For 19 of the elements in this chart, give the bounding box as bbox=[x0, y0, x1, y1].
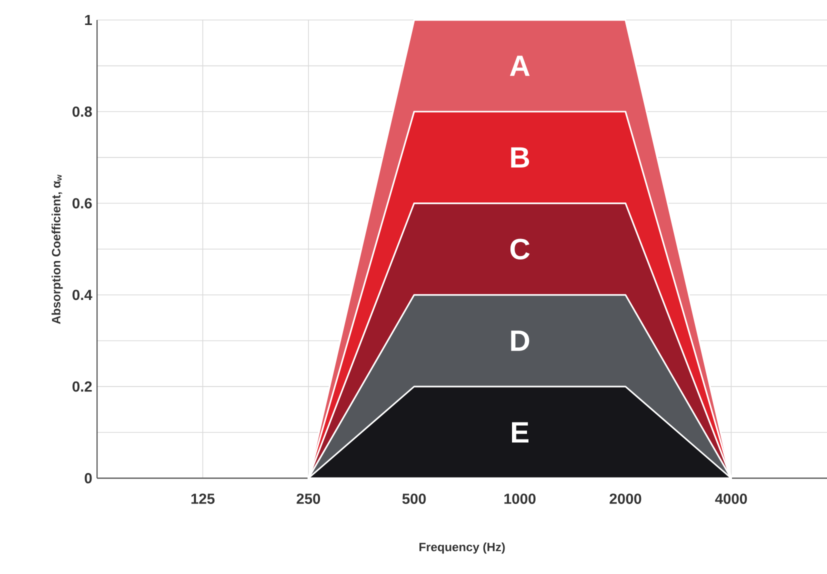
x-tick-label: 2000 bbox=[610, 493, 642, 504]
x-tick-label: 250 bbox=[296, 493, 320, 504]
y-axis-title: Absorption Coefficient, α$_{w}$ bbox=[52, 174, 63, 324]
series-label: D bbox=[511, 330, 530, 351]
y-tick-label: 0.8 bbox=[72, 106, 92, 117]
y-tick-label: 0.6 bbox=[72, 198, 92, 208]
x-tick-label: 4000 bbox=[715, 493, 747, 504]
series-label: C bbox=[510, 238, 530, 260]
y-tick-label: 0.2 bbox=[72, 381, 92, 392]
x-tick-label: 125 bbox=[191, 493, 215, 504]
series-label: A bbox=[510, 56, 530, 76]
y-tick-label: 0.4 bbox=[72, 290, 92, 300]
x-axis-title: Frequency (Hz) bbox=[419, 542, 505, 554]
y-tick-label: 1 bbox=[85, 14, 92, 25]
series-label: E bbox=[512, 422, 528, 442]
x-tick-label: 500 bbox=[402, 493, 426, 504]
series-label: B bbox=[511, 147, 530, 168]
y-tick-label: 0 bbox=[84, 472, 92, 484]
x-tick-label: 1000 bbox=[504, 493, 536, 504]
